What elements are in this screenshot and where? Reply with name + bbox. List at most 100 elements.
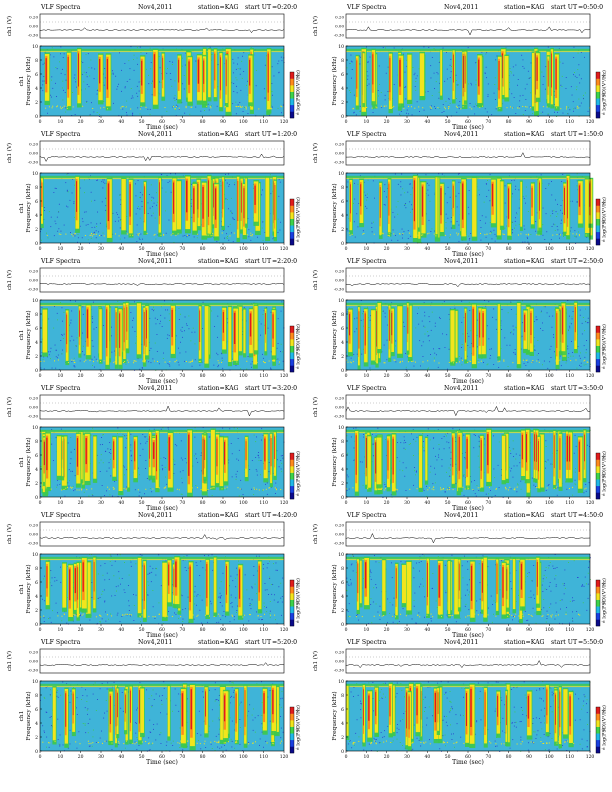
sferic-red xyxy=(421,186,424,217)
noise-speck xyxy=(213,364,215,366)
noise-speck xyxy=(94,68,96,70)
noise-speck xyxy=(562,62,564,64)
noise-speck xyxy=(441,438,443,439)
noise-speck xyxy=(366,197,368,198)
noise-speck xyxy=(96,90,98,91)
noise-speck xyxy=(371,231,373,233)
noise-speck xyxy=(373,221,374,223)
band-lower-speck xyxy=(411,361,413,362)
y-tick-label: 6 xyxy=(341,199,344,205)
noise-speck xyxy=(510,453,512,454)
noise-speck xyxy=(81,237,83,239)
noise-speck xyxy=(516,213,518,215)
noise-speck xyxy=(362,484,364,486)
sferic-yellow xyxy=(254,305,258,351)
y-axis-label: Frequency (kHz) xyxy=(25,56,32,105)
noise-speck xyxy=(578,355,580,357)
noise-speck xyxy=(272,238,274,240)
noise-speck xyxy=(85,74,87,76)
noise-speck xyxy=(132,115,134,116)
noise-speck xyxy=(531,477,533,479)
band-lower-speck xyxy=(448,106,449,108)
band-lower-speck xyxy=(240,107,242,108)
noise-speck xyxy=(251,460,253,461)
sferic-red xyxy=(202,186,204,219)
noise-speck xyxy=(175,104,177,106)
band-lower-speck xyxy=(191,360,193,362)
colorbar-segment xyxy=(290,485,294,493)
sferic-red xyxy=(480,440,482,471)
noise-speck xyxy=(226,182,228,184)
noise-speck xyxy=(403,231,405,233)
y-tick-label: 2 xyxy=(341,354,344,360)
x-tick-label: 120 xyxy=(280,246,289,252)
noise-speck xyxy=(416,436,418,438)
noise-speck xyxy=(397,239,399,241)
band-lower-speck xyxy=(468,488,470,490)
noise-speck xyxy=(517,79,519,80)
noise-speck xyxy=(181,482,183,484)
band-lower-speck xyxy=(245,106,247,108)
noise-speck xyxy=(347,181,349,183)
colorbar-segment xyxy=(596,466,600,473)
noise-speck xyxy=(227,226,229,228)
noise-speck xyxy=(535,221,537,222)
noise-speck xyxy=(397,442,398,443)
noise-speck xyxy=(276,347,278,349)
noise-speck xyxy=(560,209,561,211)
panel-start-time: =4:20:0 xyxy=(272,512,297,519)
noise-speck xyxy=(589,354,591,355)
noise-speck xyxy=(377,427,379,429)
noise-speck xyxy=(397,213,399,215)
noise-speck xyxy=(557,229,559,231)
sferic-red xyxy=(365,438,368,468)
noise-speck xyxy=(256,436,257,438)
noise-speck xyxy=(458,192,460,194)
noise-speck xyxy=(72,178,74,180)
noise-speck xyxy=(478,490,480,491)
sferic-red xyxy=(159,182,160,216)
noise-speck xyxy=(484,108,486,110)
noise-speck xyxy=(66,205,67,207)
noise-speck xyxy=(427,194,429,196)
band-lower-speck xyxy=(509,486,511,488)
panel-date: Nov4,2011 xyxy=(444,131,478,138)
noise-speck xyxy=(130,312,132,313)
noise-speck xyxy=(368,317,369,319)
noise-speck xyxy=(543,360,545,362)
band-lower-speck xyxy=(499,360,501,362)
waveform-axis-label: ch1 (V) xyxy=(312,397,319,417)
noise-speck xyxy=(118,216,120,218)
noise-speck xyxy=(494,240,496,242)
x-tick-label: 110 xyxy=(259,500,268,506)
noise-speck xyxy=(369,319,371,321)
noise-speck xyxy=(446,202,448,204)
noise-speck xyxy=(61,87,63,89)
colorbar-segment xyxy=(290,479,294,487)
noise-speck xyxy=(587,322,589,324)
noise-speck xyxy=(459,428,460,430)
sferic-red xyxy=(41,182,43,207)
band-lower-speck xyxy=(233,232,235,234)
noise-speck xyxy=(437,366,439,368)
noise-speck xyxy=(467,345,469,346)
noise-speck xyxy=(240,479,242,481)
x-tick-label: 60 xyxy=(465,246,471,252)
noise-speck xyxy=(587,444,588,446)
band-lower-speck xyxy=(268,360,270,362)
noise-speck xyxy=(136,47,138,49)
colorbar-segment xyxy=(290,98,294,106)
noise-speck xyxy=(510,72,512,74)
x-tick-label: 60 xyxy=(159,373,165,379)
band-lower-speck xyxy=(357,486,359,488)
noise-speck xyxy=(159,93,161,95)
band-lower-speck xyxy=(403,108,405,110)
noise-speck xyxy=(194,359,196,361)
colorbar-tick-label: -4 xyxy=(296,474,300,478)
noise-speck xyxy=(476,346,478,348)
noise-speck xyxy=(262,189,263,191)
sferic-red xyxy=(525,434,527,463)
sferic-red xyxy=(482,313,484,338)
noise-speck xyxy=(56,312,58,314)
noise-speck xyxy=(217,336,218,338)
